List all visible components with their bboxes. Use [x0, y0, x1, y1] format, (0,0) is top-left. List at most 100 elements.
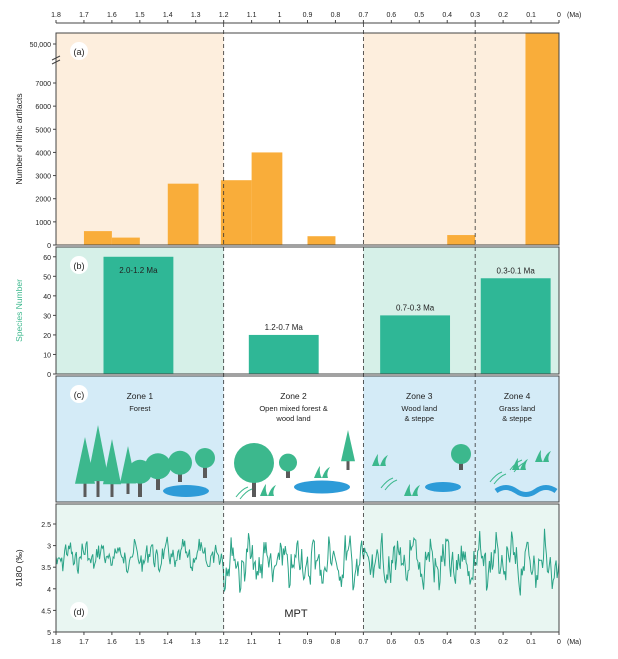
x-axis-unit: (Ma) [567, 12, 581, 19]
canopy [168, 450, 192, 475]
x-tick-label: 0.7 [359, 12, 369, 19]
panel-d-label-badge [70, 602, 88, 620]
x-tick-label: 0.9 [303, 639, 313, 646]
broadleaf-tree-icon [145, 453, 171, 490]
canopy [87, 425, 109, 482]
trunk [156, 474, 160, 490]
canopy [103, 439, 121, 485]
x-tick-label: 0.5 [414, 12, 424, 19]
zone-1-description: Forest [129, 404, 151, 413]
x-tick-label: 0.6 [386, 639, 396, 646]
x-tick-label: 1 [278, 12, 282, 19]
panel-a-ytick-label: 3000 [35, 174, 51, 181]
panel-b-bar-2 [380, 315, 451, 374]
panel-b-label-badge [70, 256, 88, 274]
trunk [96, 479, 100, 497]
panel-b-bar-3 [480, 278, 551, 374]
x-tick-label: 1.8 [51, 639, 61, 646]
trunk [459, 460, 463, 470]
x-tick-label: 0.8 [331, 12, 341, 19]
trunk [126, 482, 130, 494]
x-tick-label: 1.3 [191, 12, 201, 19]
river-icon [494, 485, 558, 497]
panel-d-mpt-band [223, 504, 364, 632]
x-tick-label: 1.2 [219, 639, 229, 646]
dashed-boundaries [223, 23, 476, 632]
panel-b-ytick-label: 0 [47, 372, 51, 379]
panel-d-ytick-label: 4 [47, 587, 51, 594]
panel-a-ytick-label: 0 [47, 243, 51, 250]
conifer-tree-icon [103, 439, 121, 497]
panel-b-ytick-label: 40 [43, 294, 51, 301]
zone-4-title: Zone 4 [504, 391, 531, 401]
x-tick-label: 1.6 [107, 12, 117, 19]
broadleaf-tree-icon [195, 448, 215, 478]
panel-a-ytick-label: 6000 [35, 104, 51, 111]
panel-a-ytick-label: 1000 [35, 220, 51, 227]
panel-a-bar-6 [447, 235, 476, 245]
panel-a-label-badge [70, 42, 88, 60]
trunk [110, 482, 114, 497]
wind-icon [489, 471, 507, 485]
x-tick-label: 0.1 [526, 12, 536, 19]
panel-b-bar-label: 0.3-0.1 Ma [497, 266, 536, 275]
grass-icon [404, 484, 420, 496]
panel-b-ytick-label: 20 [43, 333, 51, 340]
panel-d-ytick-label: 4.5 [41, 608, 51, 615]
panel-c-vegetation-zones: Zone 1 Forest Zone 2 Open mixed forest &woo… [55, 375, 560, 503]
panel-b-ylabel: Species Number [14, 279, 24, 342]
panel-b-bar-label: 0.7-0.3 Ma [396, 303, 435, 312]
trunk [252, 475, 256, 497]
x-tick-label: 1 [278, 639, 282, 646]
x-tick-label: 0.7 [359, 639, 369, 646]
panel-a-lithic-artifacts: 0 1000 2000 3000 4000 5000 6000 7000 50,000 Numbe… [14, 32, 560, 250]
zone-2-title: Zone 2 [280, 391, 307, 401]
axis-break-mark [51, 55, 61, 65]
water-icon [294, 480, 350, 494]
panel-a-ytick-label: 4000 [35, 150, 51, 157]
panel-d-oxygen-isotope: 2.5 3 3.5 4 4.5 5 δ18O (‰) (d) MPT [14, 503, 560, 637]
wind-icon [380, 477, 398, 491]
panel-b-species-number: 2.0-1.2 Ma 1.2-0.7 Ma 0.7-0.3 Ma 0.3-0.1 Ma… [14, 246, 560, 379]
panel-b-ytick-label: 50 [43, 274, 51, 281]
x-tick-label: 1.3 [191, 639, 201, 646]
panel-c-frame [55, 375, 560, 503]
panel-a-bar-3 [220, 180, 252, 245]
trunk [286, 468, 290, 478]
wind-icon [235, 486, 253, 500]
x-tick-label: 0.3 [470, 639, 480, 646]
canopy [234, 443, 274, 483]
panel-a-ytick-label: 50,000 [30, 42, 52, 49]
panel-a-bar-1 [111, 237, 140, 245]
water-icon [163, 485, 209, 497]
panel-d-ytick-label: 3.5 [41, 565, 51, 572]
panel-b-bar-label: 1.2-0.7 Ma [265, 323, 304, 332]
grass-icon [314, 466, 330, 478]
canopy [145, 453, 171, 480]
panel-a-bar-2 [167, 183, 199, 245]
canopy [279, 453, 297, 472]
x-tick-label: 1.5 [135, 639, 145, 646]
mpt-annotation: MPT [284, 608, 308, 620]
zone-4-description: & steppe [502, 414, 532, 423]
x-tick-label: 1.8 [51, 12, 61, 19]
panel-a-band-0 [56, 33, 224, 245]
zone-4-background [475, 376, 559, 502]
x-tick-label: 0.1 [526, 639, 536, 646]
broadleaf-tree-icon [234, 443, 274, 497]
panel-a-bar-4 [251, 152, 283, 245]
panel-d-ytick-label: 5 [47, 630, 51, 637]
panel-b-ytick-label: 60 [43, 255, 51, 262]
x-tick-label: 1.7 [79, 639, 89, 646]
x-tick-label: 0 [557, 639, 561, 646]
panel-a-ytick-label: 2000 [35, 197, 51, 204]
broadleaf-tree-icon [279, 453, 297, 478]
x-tick-label: 0.2 [498, 639, 508, 646]
top-x-axis: 1.8 1.7 1.6 1.5 1.4 1.3 1.2 1.1 1 0.9 0.8 0.7 0.6 0.5… [51, 12, 581, 24]
panel-a-bar-0 [83, 231, 112, 245]
x-tick-label: 1.7 [79, 12, 89, 19]
x-tick-label: 1.6 [107, 639, 117, 646]
panel-a-ylabel: Number of lithic artifacts [14, 93, 24, 184]
zone-3-description: Wood land [401, 404, 437, 413]
